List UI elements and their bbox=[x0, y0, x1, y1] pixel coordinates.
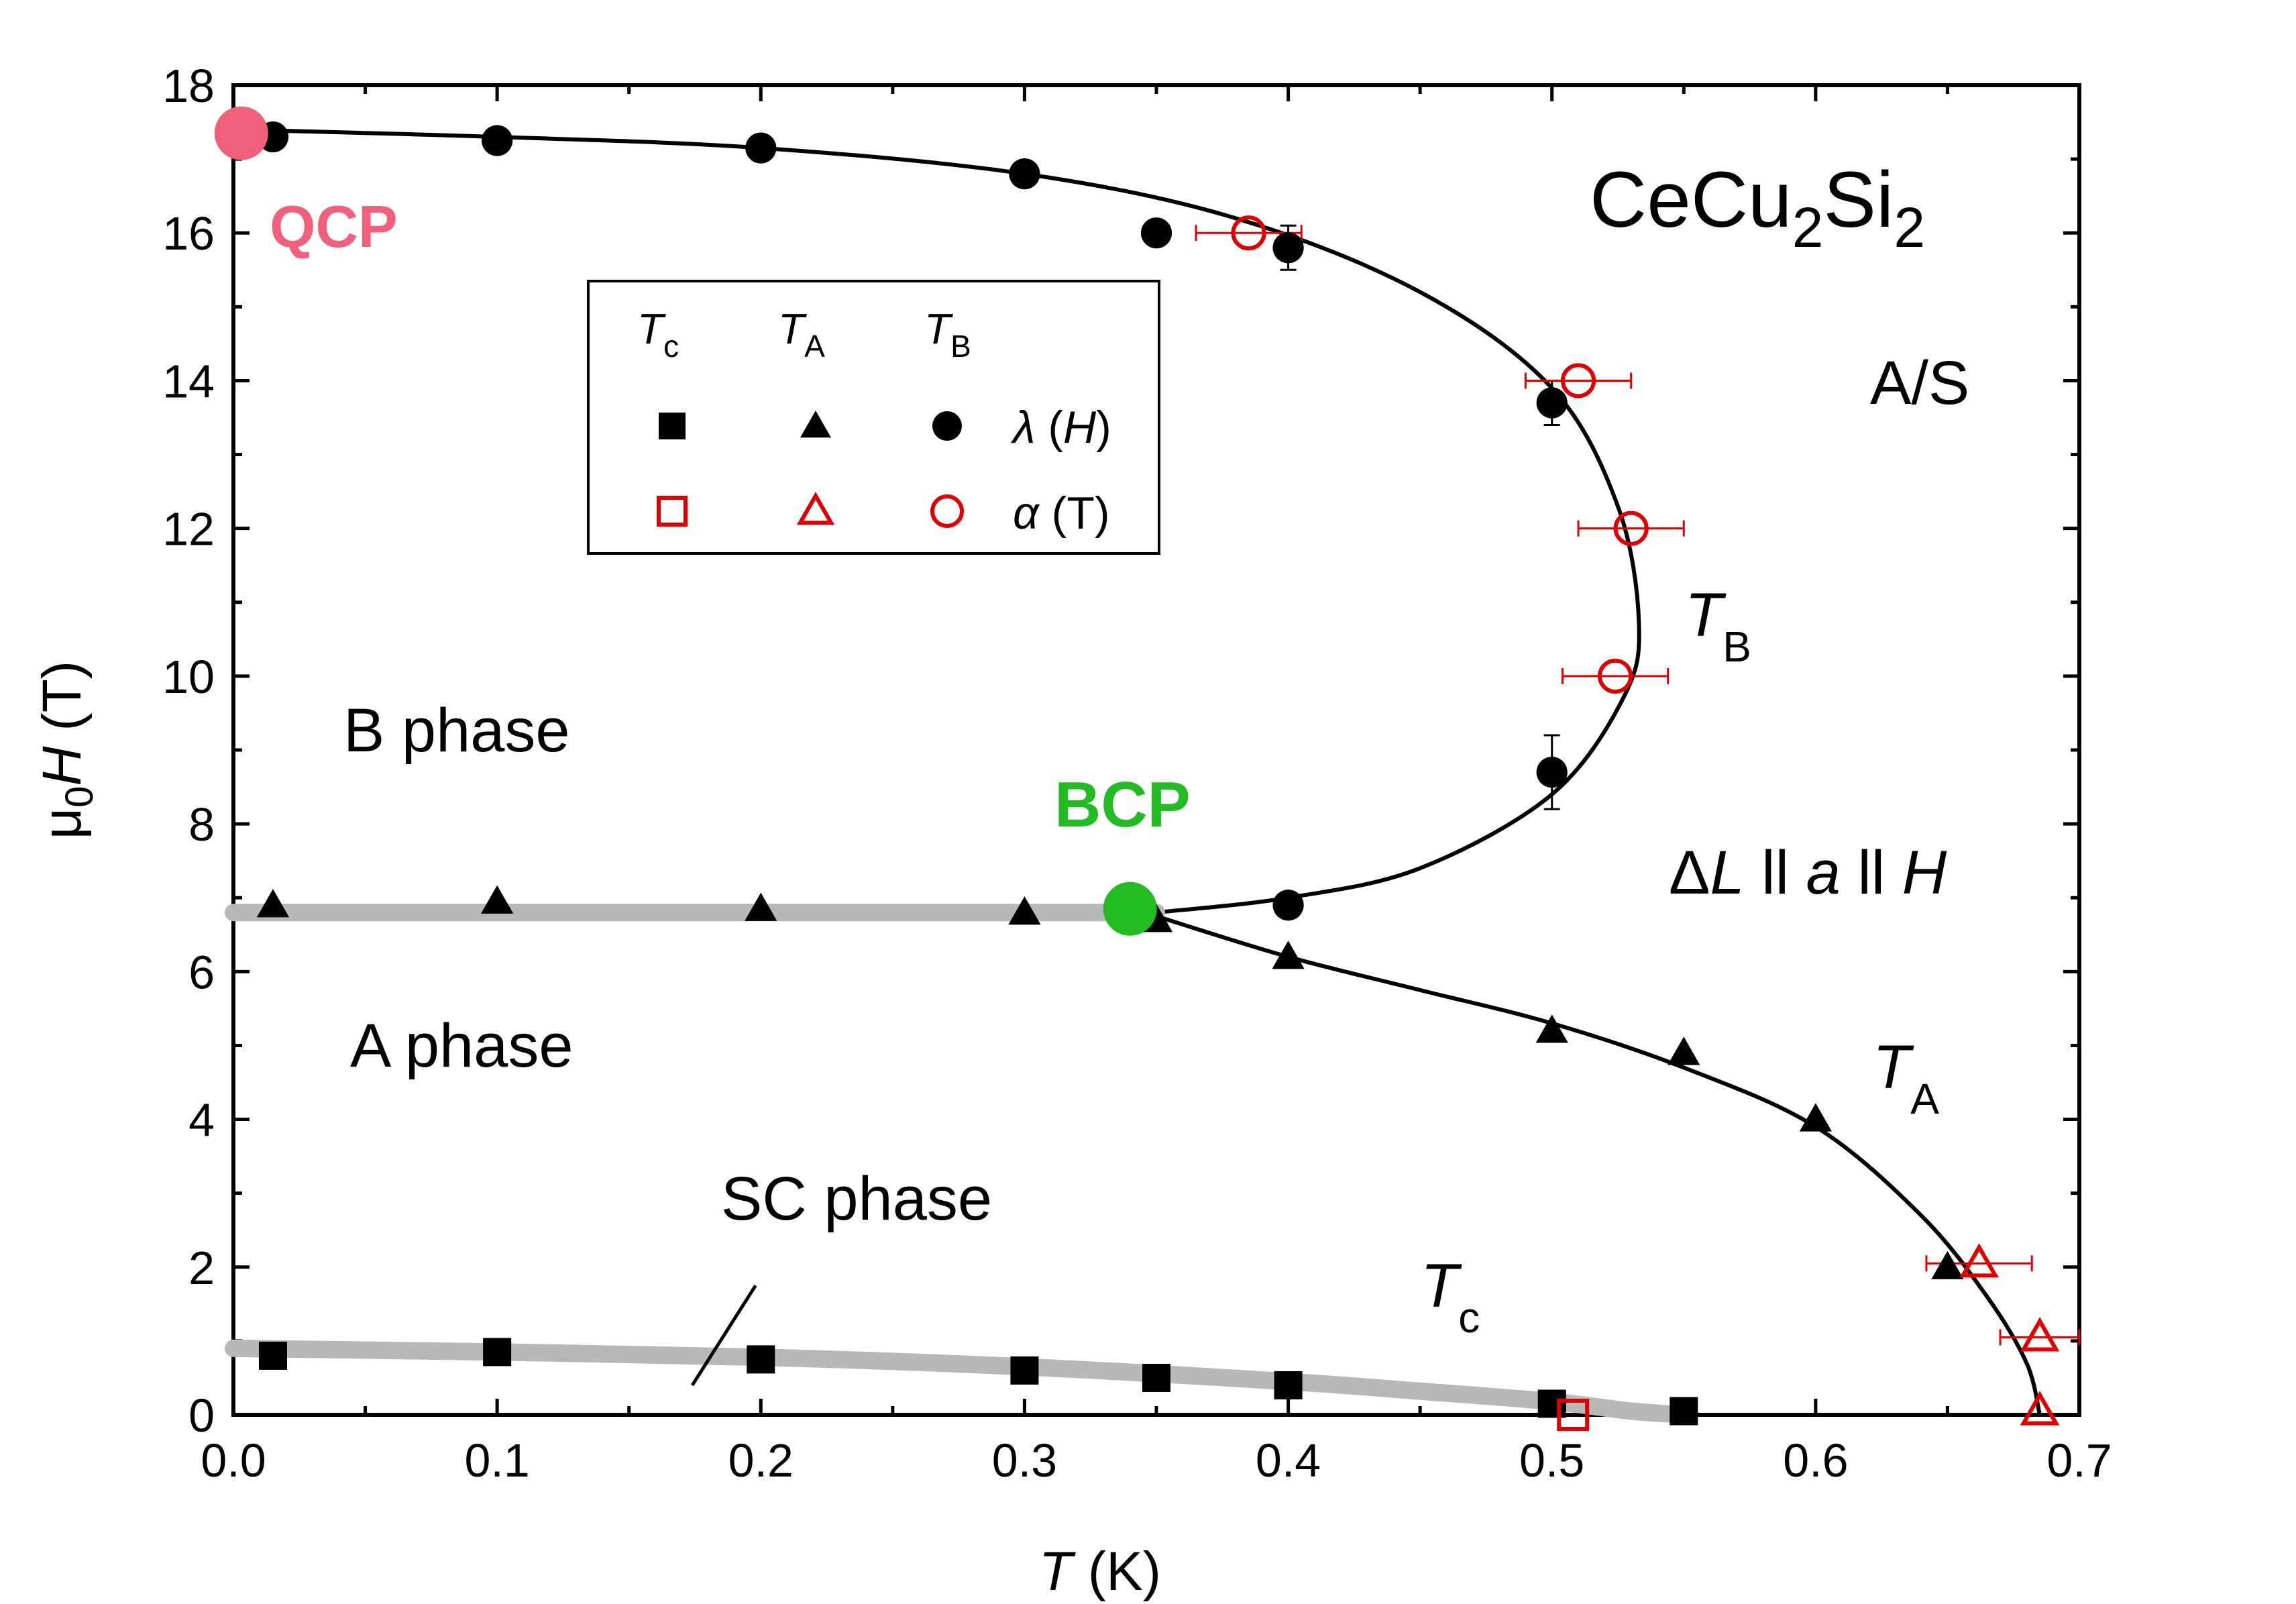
point-triangle-filled bbox=[480, 885, 514, 914]
point-triangle-filled bbox=[1668, 1036, 1700, 1065]
sc-slash-mark bbox=[690, 1284, 757, 1387]
point-triangle-filled bbox=[1008, 896, 1041, 925]
qcp-point bbox=[214, 106, 268, 160]
point-triangle-open bbox=[2020, 1391, 2060, 1426]
x-tick-label: 0.4 bbox=[1256, 1434, 1321, 1487]
point-circle-filled bbox=[1272, 890, 1304, 921]
point-square-filled bbox=[258, 1341, 287, 1370]
curve-tc bbox=[225, 1339, 1693, 1424]
sc-slash-line bbox=[690, 1284, 757, 1387]
x-tick-label: 0.2 bbox=[728, 1434, 794, 1487]
legend-square-filled bbox=[659, 413, 686, 439]
point-square-filled bbox=[1537, 1389, 1566, 1418]
y-tick-label: 0 bbox=[188, 1389, 215, 1442]
point-circle-open bbox=[1597, 658, 1633, 694]
x-tick-label: 0.6 bbox=[1783, 1434, 1848, 1487]
point-square-filled bbox=[1142, 1363, 1170, 1392]
point-square-filled bbox=[1010, 1356, 1039, 1385]
special-points bbox=[214, 106, 1157, 936]
legend-markers bbox=[657, 411, 964, 528]
y-tick-label: 4 bbox=[188, 1094, 215, 1146]
point-circle-filled bbox=[1009, 158, 1040, 190]
point-triangle-filled bbox=[745, 892, 777, 921]
y-tick-label: 14 bbox=[162, 355, 215, 407]
point-square-filled bbox=[1670, 1397, 1698, 1426]
point-triangle-filled bbox=[1799, 1103, 1833, 1132]
point-circle-open bbox=[1560, 363, 1596, 398]
legend-circle-filled bbox=[932, 411, 962, 441]
data-points bbox=[256, 121, 2060, 1431]
x-tick-label: 0.5 bbox=[1519, 1434, 1584, 1487]
point-circle-filled bbox=[745, 132, 777, 164]
as-label: A/S bbox=[1870, 349, 1969, 417]
legend-triangle-filled bbox=[800, 411, 831, 438]
y-tick-label: 16 bbox=[162, 207, 215, 260]
b-phase-label: B phase bbox=[343, 696, 570, 765]
y-tick-label: 2 bbox=[188, 1242, 215, 1294]
point-triangle-filled bbox=[256, 889, 290, 918]
point-square-open bbox=[1557, 1399, 1590, 1431]
point-triangle-filled bbox=[1931, 1250, 1964, 1279]
curve-tb bbox=[231, 127, 1641, 915]
legend-row-alpha: α (T) bbox=[1013, 488, 1110, 539]
point-triangle-filled bbox=[1272, 941, 1305, 969]
curve-ta bbox=[1154, 914, 2042, 1417]
y-axis-title: μ0H (T) bbox=[32, 661, 101, 839]
point-triangle-open bbox=[1959, 1243, 1999, 1278]
x-tick-label: 0.3 bbox=[992, 1434, 1057, 1487]
legend-row-lambda: λ (H) bbox=[1010, 402, 1111, 453]
config-label: ΔL ll a ll H bbox=[1669, 839, 1947, 907]
x-tick-label: 0.1 bbox=[464, 1434, 529, 1487]
legend-square-open bbox=[657, 496, 688, 527]
point-triangle-open bbox=[2020, 1317, 2060, 1352]
point-circle-filled bbox=[1536, 387, 1568, 419]
qcp-label: QCP bbox=[270, 193, 398, 260]
y-tick-label: 6 bbox=[188, 946, 215, 998]
point-circle-open bbox=[1231, 215, 1266, 251]
x-axis-title: T (K) bbox=[1039, 1541, 1161, 1602]
tc-curve-label: Tc bbox=[1421, 1252, 1480, 1342]
point-circle-filled bbox=[1536, 756, 1568, 788]
point-circle-filled bbox=[1140, 217, 1172, 249]
x-tick-label: 0.7 bbox=[2046, 1434, 2112, 1487]
chart-title: CeCu2Si2 bbox=[1590, 156, 1925, 259]
point-square-filled bbox=[747, 1345, 775, 1374]
y-tick-label: 12 bbox=[162, 503, 215, 555]
sc-phase-label: SC phase bbox=[721, 1165, 992, 1233]
y-tick-label: 18 bbox=[162, 60, 215, 112]
point-square-filled bbox=[1274, 1371, 1303, 1399]
bcp-point bbox=[1103, 881, 1157, 936]
point-circle-open bbox=[1613, 511, 1649, 546]
bcp-label: BCP bbox=[1054, 769, 1191, 841]
y-tick-label: 10 bbox=[162, 651, 215, 703]
tb-curve-label: TB bbox=[1685, 581, 1751, 671]
point-circle-filled bbox=[1272, 232, 1304, 264]
x-tick-label: 0.0 bbox=[201, 1434, 266, 1487]
point-circle-filled bbox=[482, 125, 513, 156]
point-square-filled bbox=[483, 1338, 512, 1367]
axis-ticks: 0.0 0.1 0.2 0.3 0.4 0.5 0.6 0.7 0 2 4 6 8 10 12 14 16 18 bbox=[162, 60, 2112, 1487]
a-phase-label: A phase bbox=[350, 1012, 573, 1080]
legend-circle-open bbox=[930, 494, 964, 528]
legend: Tc TA TB λ (H) α (T) bbox=[587, 280, 1160, 555]
ta-curve-label: TA bbox=[1873, 1033, 1939, 1123]
y-tick-label: 8 bbox=[188, 798, 215, 851]
legend-triangle-open bbox=[796, 491, 835, 525]
point-triangle-filled bbox=[1535, 1014, 1568, 1043]
